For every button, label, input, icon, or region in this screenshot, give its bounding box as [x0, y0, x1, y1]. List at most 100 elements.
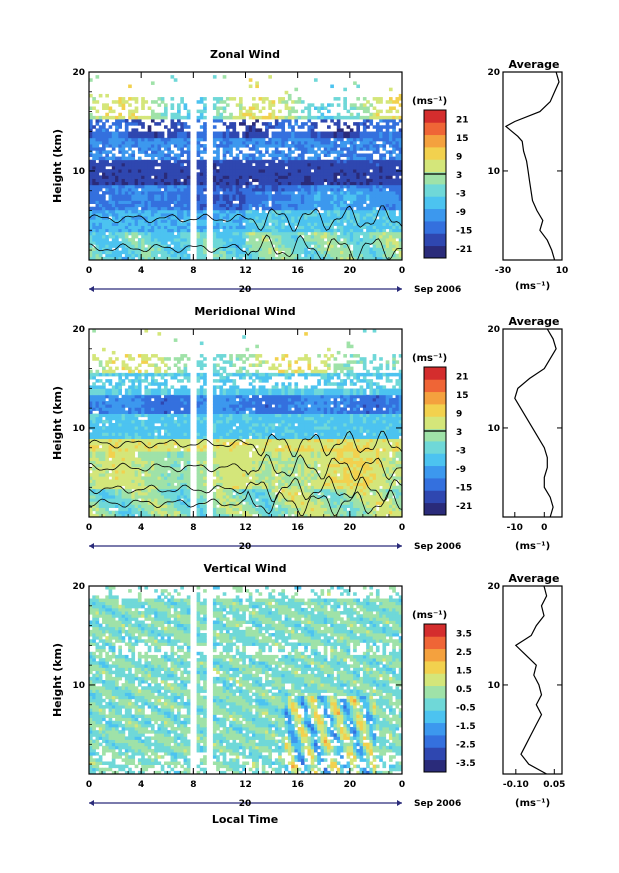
heatmap-cell	[372, 231, 377, 236]
heatmap-cell	[268, 178, 272, 183]
heatmap-cell	[154, 115, 158, 120]
heatmap-cell	[287, 144, 292, 148]
heatmap-cell	[150, 234, 155, 239]
heatmap-cell	[284, 184, 289, 189]
heatmap-cell	[313, 219, 318, 223]
heatmap-cell	[327, 203, 331, 208]
heatmap-cell	[95, 460, 100, 465]
heatmap-cell	[287, 219, 292, 223]
heatmap-cell	[115, 228, 119, 233]
heatmap-cell	[144, 419, 149, 424]
heatmap-cell	[95, 429, 100, 433]
heatmap-cell	[349, 219, 354, 223]
heatmap-cell	[258, 97, 263, 101]
heatmap-cell	[144, 100, 149, 104]
heatmap-cell	[186, 112, 191, 117]
heatmap-cell	[144, 166, 149, 170]
heatmap-cell	[89, 197, 93, 201]
heatmap-cell	[343, 169, 347, 173]
heatmap-cell	[118, 178, 122, 183]
heatmap-cell	[372, 238, 377, 242]
heatmap-cell	[248, 256, 253, 260]
heatmap-cell	[98, 156, 103, 161]
heatmap-cell	[186, 213, 191, 217]
heatmap-cell	[137, 488, 142, 493]
heatmap-cell	[92, 507, 96, 512]
heatmap-cell	[375, 200, 380, 204]
heatmap-cell	[111, 115, 116, 120]
heatmap-cell	[294, 137, 299, 142]
heatmap-cell	[108, 426, 113, 430]
heatmap-cell	[124, 156, 129, 161]
heatmap-cell	[219, 187, 224, 192]
heatmap-cell	[379, 181, 383, 186]
heatmap-cell	[353, 241, 357, 245]
heatmap-cell	[281, 194, 286, 198]
heatmap-cell	[388, 200, 393, 204]
zonal-heatmap	[89, 75, 402, 260]
heatmap-cell	[248, 134, 253, 139]
heatmap-cell	[95, 181, 100, 186]
heatmap-cell	[225, 203, 230, 208]
heatmap-cell	[323, 131, 328, 136]
heatmap-cell	[98, 416, 103, 421]
heatmap-cell	[167, 209, 171, 214]
heatmap-cell	[115, 184, 119, 189]
heatmap-cell	[147, 363, 152, 367]
heatmap-cell	[222, 200, 227, 204]
heatmap-cell	[333, 231, 338, 236]
heatmap-cell	[245, 216, 250, 220]
heatmap-cell	[388, 134, 393, 139]
heatmap-cell	[134, 253, 139, 258]
heatmap-cell	[121, 495, 126, 499]
heatmap-cell	[144, 216, 149, 220]
heatmap-cell	[203, 200, 207, 204]
heatmap-cell	[108, 410, 113, 414]
heatmap-cell	[203, 109, 207, 114]
heatmap-cell	[170, 137, 175, 142]
heatmap-cell	[92, 444, 96, 449]
heatmap-cell	[291, 128, 295, 132]
heatmap-cell	[313, 234, 318, 239]
heatmap-cell	[137, 470, 142, 474]
heatmap-cell	[336, 178, 341, 183]
heatmap-cell	[160, 181, 165, 186]
heatmap-cell	[121, 191, 126, 195]
heatmap-cell	[115, 203, 119, 208]
heatmap-cell	[340, 209, 344, 214]
heatmap-cell	[294, 256, 299, 260]
heatmap-cell	[124, 366, 129, 371]
heatmap-cell	[141, 203, 145, 208]
heatmap-cell	[124, 354, 129, 358]
heatmap-cell	[281, 241, 286, 245]
heatmap-cell	[128, 444, 132, 449]
heatmap-cell	[258, 131, 263, 136]
heatmap-cell	[346, 187, 351, 192]
heatmap-cell	[388, 106, 393, 110]
heatmap-cell	[118, 504, 122, 508]
heatmap-cell	[225, 216, 230, 220]
heatmap-cell	[340, 213, 344, 217]
heatmap-cell	[346, 241, 351, 245]
heatmap-cell	[183, 241, 188, 245]
heatmap-cell	[284, 137, 289, 142]
heatmap-cell	[124, 119, 129, 123]
heatmap-cell	[134, 181, 139, 186]
heatmap-cell	[115, 115, 119, 120]
heatmap-cell	[343, 234, 347, 239]
heatmap-cell	[105, 93, 109, 98]
heatmap-cell	[196, 225, 201, 230]
heatmap-cell	[238, 181, 243, 186]
heatmap-cell	[154, 112, 158, 117]
heatmap-cell	[219, 184, 224, 189]
heatmap-cell	[307, 103, 312, 107]
heatmap-cell	[392, 209, 396, 214]
heatmap-cell	[186, 115, 191, 120]
heatmap-cell	[128, 228, 132, 233]
heatmap-cell	[154, 256, 158, 260]
heatmap-cell	[108, 184, 113, 189]
heatmap-cell	[300, 166, 305, 170]
heatmap-cell	[346, 150, 351, 154]
heatmap-cell	[229, 216, 233, 220]
heatmap-cell	[118, 213, 122, 217]
